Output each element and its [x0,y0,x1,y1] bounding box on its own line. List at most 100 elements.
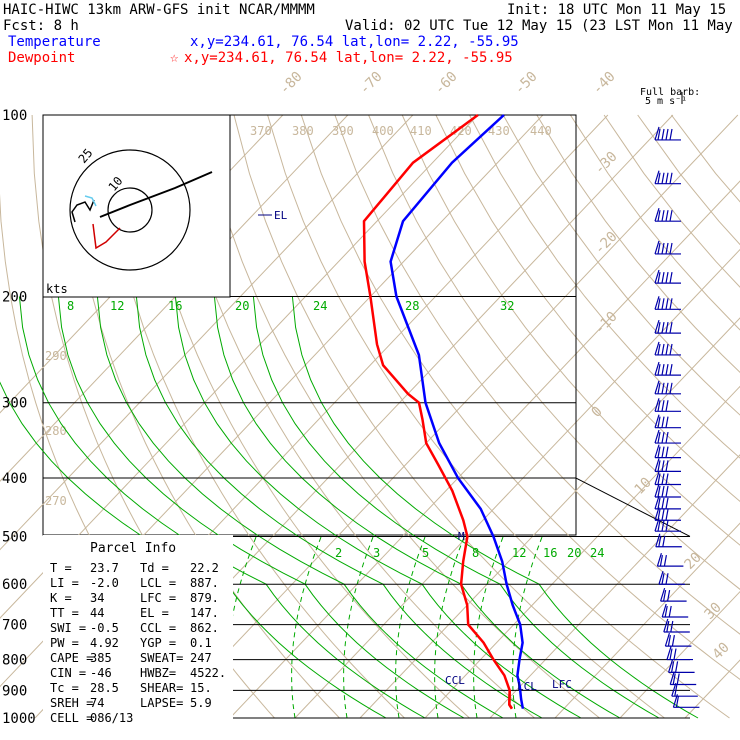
isotherm-label: -40 [590,69,619,98]
parcel-info-cell: Td = [140,561,169,575]
dry-adiabat-line [637,114,740,246]
isotherm-label: -80 [277,69,306,98]
wind-barb [654,296,681,310]
parcel-info-cell: 862. [190,621,219,635]
parcel-info-cell: 22.2 [190,561,219,575]
temperature-location: x,y=234.61, 76.54 lat,lon= 2.22, -55.95 [190,34,519,50]
profile-series [362,113,525,710]
theta-label: 390 [332,124,354,138]
pressure-tick-label: 100 [2,108,27,124]
wind-barb [654,170,681,185]
saturation-mixing-line [291,536,322,719]
wind-barb [669,671,697,686]
parcel-info-cell: SWEAT= [140,651,183,665]
temperature-profile [362,113,513,710]
temperature-legend: Temperature [8,34,101,50]
theta-label: 280 [45,424,67,438]
hodograph-inset: 25 10 kts [42,114,231,298]
dewpoint-profile [508,690,513,710]
parcel-info-cell: CELL = [50,711,93,725]
hodograph-trace [71,199,95,223]
dry-adiabat-line [435,114,740,503]
ccl-label: CCL [445,674,465,687]
isotherm-line [0,114,479,619]
parcel-info-cell: -46 [90,666,112,680]
isotherm-label: -50 [512,69,541,98]
wind-barb [663,618,690,633]
lower-plot-edge [575,477,691,537]
wind-barb [654,483,681,498]
isotherm-line [0,114,349,482]
dry-adiabat-line [469,114,740,459]
isotherm-line [489,454,740,719]
wind-barb [654,380,681,395]
saturation-mixing-line [512,536,543,719]
parcel-profile [389,114,525,709]
dry-adiabat-line [233,114,665,719]
parcel-info-cell: CAPE = [50,651,93,665]
pressure-tick-label: 600 [2,577,27,593]
theta-label: 380 [292,124,314,138]
parcel-info-cell: EL = [140,606,169,620]
wind-barb [654,208,681,222]
wind-barb [672,694,700,708]
mixing-ratio-label: 16 [168,299,182,313]
parcel-info-cell: 0.1 [190,636,212,650]
parcel-info-cell: -2.0 [90,576,119,590]
theta-label: 270 [45,494,67,508]
mixing-ratio-label: 28 [405,299,419,313]
isotherm-line [359,317,740,719]
isotherm-line [619,590,740,719]
dewpoint-marker-icon: ☆ [170,50,179,66]
wind-barb [668,659,695,673]
pressure-tick-labels: 100 200 300 400 500 600 700 800 900 1000 [2,108,36,727]
lcl-label: LCL [517,680,537,693]
isotherm-label: -60 [432,69,461,98]
wind-barb [654,444,681,459]
wind-barb [654,414,681,429]
parcel-info-cell: 74 [90,696,104,710]
wind-barb [654,429,681,444]
hodograph-mean-wind [99,171,213,218]
wind-barb [654,126,681,141]
pressure-tick-label: 400 [2,471,27,487]
saturation-mixing-line [343,536,374,719]
mixing-ratio-label: 12 [110,299,124,313]
wind-barb [660,587,687,602]
saturation-mixing-line [434,536,465,719]
theta-label: 400 [372,124,394,138]
parcel-info-cell: 15. [190,681,212,695]
wind-barb [658,571,685,585]
parcel-info-cell: LI = [50,576,79,590]
mixing-ratio-label: 16 [543,546,557,560]
saturation-mixing-line [395,536,426,719]
parcel-info-cell: SWI = [50,621,86,635]
pressure-tick-label: 300 [2,396,27,412]
wind-barb [654,458,681,473]
isotherm-line [424,385,740,719]
theta-label: 370 [250,124,272,138]
wind-barb [656,552,684,567]
theta-label: 420 [450,124,472,138]
wind-barb [671,682,698,697]
valid-time: Valid: 02 UTC Tue 12 May 15 (23 LST Mon … [345,18,740,34]
dry-adiabat-line [267,114,730,719]
parcel-info-cell: -0.5 [90,621,119,635]
theta-label: 410 [410,124,432,138]
parcel-info-cell: K = [50,591,72,605]
wind-barb [664,632,692,647]
parcel-info-cell: 247 [190,651,212,665]
pressure-tick-label: 500 [2,529,27,545]
pressure-tick-label: 700 [2,618,27,634]
parcel-info-cell: PW = [50,636,79,650]
mixing-ratio-label: 5 [422,546,429,560]
isotherm-line [294,248,740,719]
wind-barb [654,518,681,532]
wind-barb [654,341,681,356]
hodograph-cyan [84,195,97,207]
dry-adiabat-line [401,114,740,546]
parcel-info-cell: Tc = [50,681,79,695]
parcel-info-cell: 887. [190,576,219,590]
parcel-info-cell: 086/13 [90,711,133,725]
parcel-info-cell: HWBZ= [140,666,176,680]
